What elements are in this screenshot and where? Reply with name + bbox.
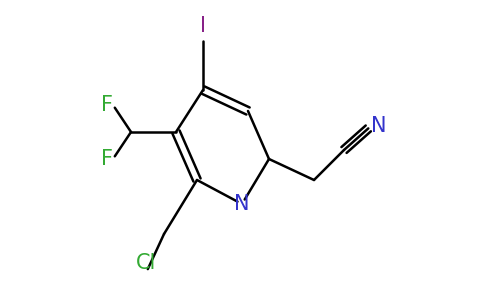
Text: F: F <box>101 95 113 115</box>
Text: Cl: Cl <box>136 253 156 273</box>
Text: F: F <box>101 149 113 169</box>
Text: N: N <box>371 116 387 136</box>
Text: I: I <box>200 16 206 36</box>
Text: N: N <box>234 194 250 214</box>
